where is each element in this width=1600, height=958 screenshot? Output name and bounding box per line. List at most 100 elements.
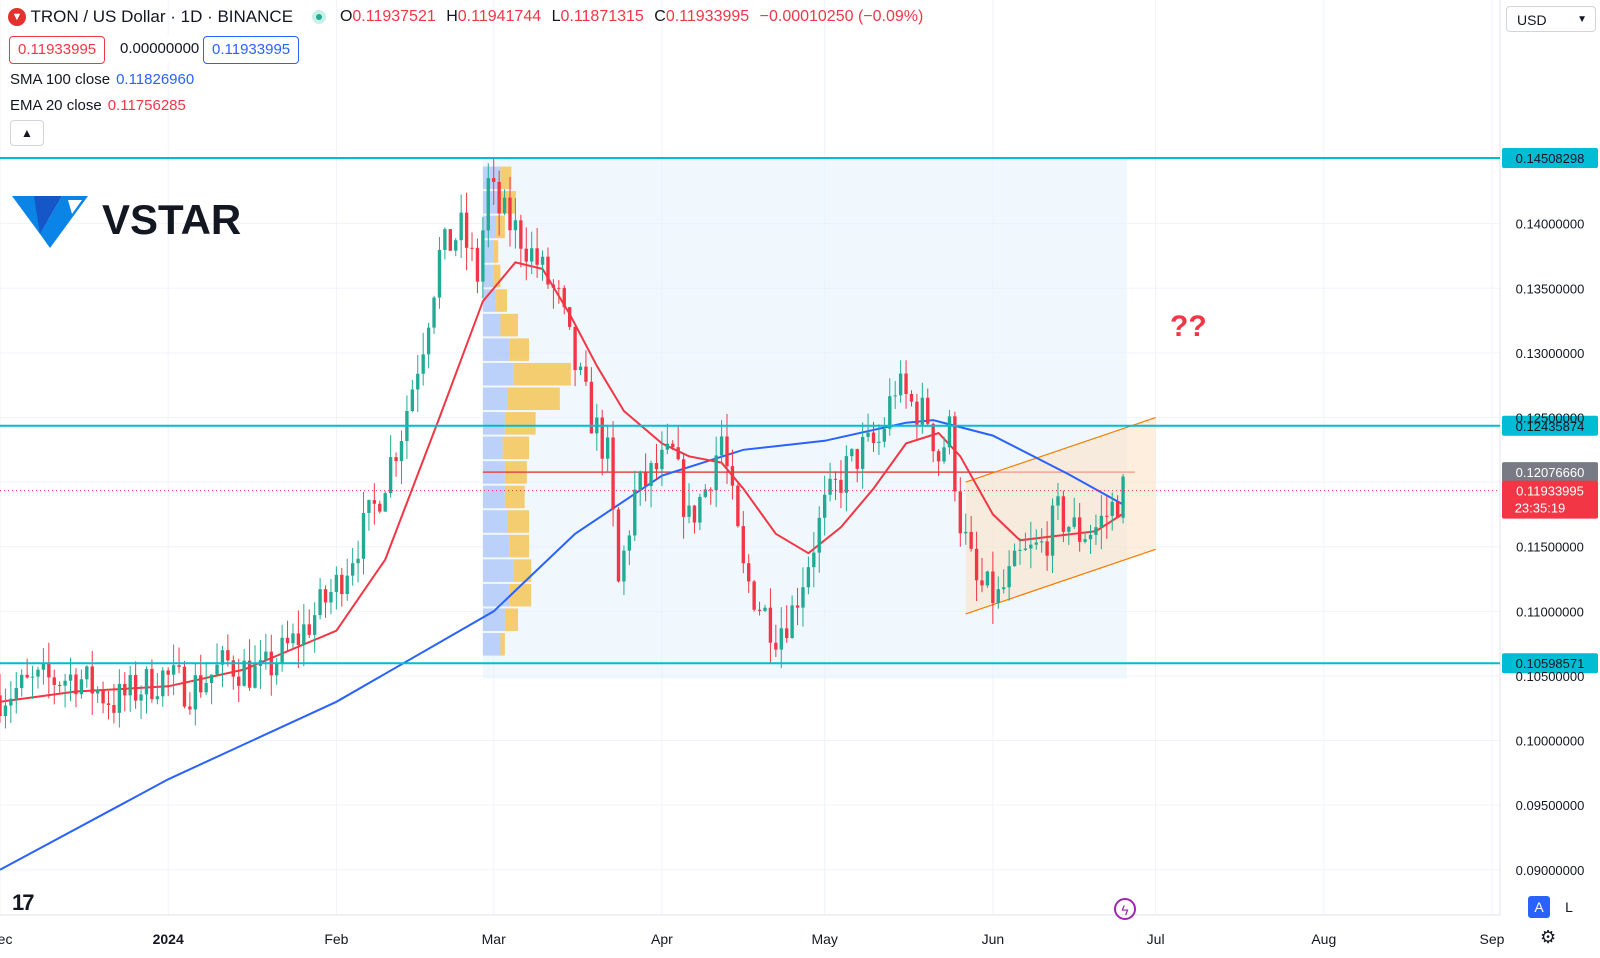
- candle-body: [920, 397, 925, 425]
- candle-body: [1077, 517, 1082, 542]
- candle-body: [155, 696, 160, 700]
- candle-body: [822, 494, 827, 518]
- candle-body: [551, 284, 556, 288]
- candle-body: [79, 679, 84, 695]
- level-label-bg: [1502, 147, 1598, 168]
- volume-bar-up: [482, 264, 494, 288]
- candle-body: [757, 609, 762, 611]
- candle-body: [497, 181, 501, 214]
- candle-body: [860, 436, 865, 469]
- time-tick-label: Jun: [982, 931, 1005, 947]
- level-label: 0.10598571: [1516, 656, 1585, 671]
- volume-bar-up: [482, 191, 499, 214]
- price-tick-label: 0.10500000: [1516, 669, 1585, 684]
- candle-body: [378, 503, 382, 512]
- candle-body: [909, 393, 914, 402]
- sma-value: 0.11826960: [116, 71, 195, 88]
- candle-body: [969, 531, 973, 549]
- candle-body: [9, 698, 13, 706]
- tradingview-logo[interactable]: 17: [12, 890, 35, 915]
- candle-body: [795, 605, 800, 608]
- candle-body: [421, 354, 425, 374]
- candle-body: [768, 607, 773, 643]
- collapse-legend-button[interactable]: ▲: [10, 120, 44, 146]
- price-tick-label: 0.09500000: [1516, 798, 1585, 813]
- candle-body: [106, 703, 111, 706]
- symbol-header[interactable]: ▼ TRON / US Dollar · 1D · BINANCE O0.119…: [8, 7, 923, 27]
- candle-body: [1029, 544, 1033, 549]
- candle-body: [540, 256, 545, 265]
- volume-bar-down: [493, 240, 499, 263]
- candle-body: [3, 705, 8, 717]
- time-tick-label: 2024: [153, 931, 184, 947]
- price-tick-label: 0.13000000: [1516, 346, 1585, 361]
- candle-body: [209, 674, 214, 684]
- candle-body: [361, 512, 366, 559]
- volume-bar-up: [482, 436, 503, 460]
- price-tick-label: 0.14000000: [1516, 217, 1585, 232]
- gear-icon[interactable]: ⚙: [1540, 927, 1557, 947]
- candle-body: [280, 637, 284, 664]
- candle-body: [1034, 542, 1038, 545]
- candle-body: [964, 531, 968, 534]
- ema-value: 0.11756285: [107, 97, 186, 114]
- candle-body: [182, 666, 187, 707]
- currency-select[interactable]: USD ▼: [1506, 6, 1596, 32]
- buy-button[interactable]: 0.11933995: [203, 36, 300, 64]
- candle-body: [681, 459, 686, 517]
- candle-body: [584, 366, 588, 382]
- volume-bar-up: [482, 485, 505, 509]
- candle-body: [57, 684, 62, 686]
- volume-bar-down: [513, 559, 532, 582]
- candle-body: [481, 230, 485, 282]
- candle-body: [926, 397, 930, 424]
- spread-value: 0.00000000: [112, 36, 208, 62]
- candle-body: [30, 676, 35, 678]
- volume-bar-up: [482, 362, 514, 386]
- candle-body: [898, 373, 903, 396]
- candle-body: [1007, 566, 1011, 588]
- candle-body: [345, 575, 349, 595]
- candle-body: [698, 496, 702, 523]
- sma-legend[interactable]: SMA 100 close 0.11826960: [10, 71, 194, 88]
- price-tick-label: 0.11000000: [1516, 604, 1584, 619]
- volume-bar-down: [496, 215, 505, 239]
- candle-body: [703, 489, 707, 497]
- candle-body: [904, 373, 908, 394]
- log-scale-button[interactable]: L: [1565, 899, 1573, 915]
- poc-label-bg: [1502, 462, 1598, 483]
- candle-body: [643, 471, 648, 486]
- candle-body: [1099, 515, 1104, 528]
- flash-icon[interactable]: ϟ: [1114, 898, 1136, 920]
- candle-body: [199, 675, 203, 693]
- candle-body: [785, 628, 789, 638]
- candle-body: [833, 478, 838, 480]
- candle-body: [947, 416, 952, 448]
- candle-body: [312, 615, 317, 635]
- candle-body: [844, 456, 849, 493]
- channel-lower-line: [965, 548, 1156, 615]
- volume-bar-up: [482, 412, 505, 435]
- countdown-label: 23:35:19: [1515, 501, 1566, 516]
- level-label-bg: [1502, 415, 1598, 436]
- candle-body: [334, 574, 339, 592]
- candlesticks: [0, 158, 1125, 729]
- range-box: [482, 159, 1128, 679]
- candle-body: [530, 248, 534, 262]
- candle-body: [676, 447, 680, 460]
- candle-body: [1002, 587, 1006, 590]
- ema-legend[interactable]: EMA 20 close 0.11756285: [10, 97, 186, 114]
- candle-body: [475, 247, 480, 282]
- candle-body: [372, 500, 377, 504]
- candle-body: [736, 485, 740, 527]
- candle-body: [1018, 549, 1022, 551]
- candle-body: [432, 297, 436, 328]
- candle-body: [638, 471, 642, 490]
- candle-body: [817, 517, 821, 553]
- time-axis: Dec 2024 Feb Mar Apr May Jun Jul Aug Sep: [0, 931, 1505, 947]
- auto-scale-button[interactable]: A: [1528, 896, 1550, 918]
- sell-button[interactable]: 0.11933995: [9, 36, 106, 64]
- candle-body: [36, 669, 40, 677]
- candle-body: [600, 417, 604, 459]
